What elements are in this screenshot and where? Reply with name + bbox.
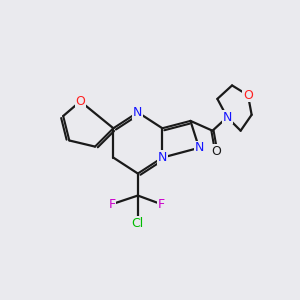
Text: O: O <box>243 89 253 102</box>
Text: N: N <box>223 111 232 124</box>
Text: F: F <box>109 198 116 211</box>
Text: N: N <box>133 106 142 119</box>
Text: O: O <box>75 95 85 108</box>
Text: N: N <box>158 151 167 164</box>
Text: F: F <box>158 198 165 211</box>
Text: O: O <box>211 145 221 158</box>
Text: Cl: Cl <box>132 217 144 230</box>
Text: N: N <box>194 141 204 154</box>
